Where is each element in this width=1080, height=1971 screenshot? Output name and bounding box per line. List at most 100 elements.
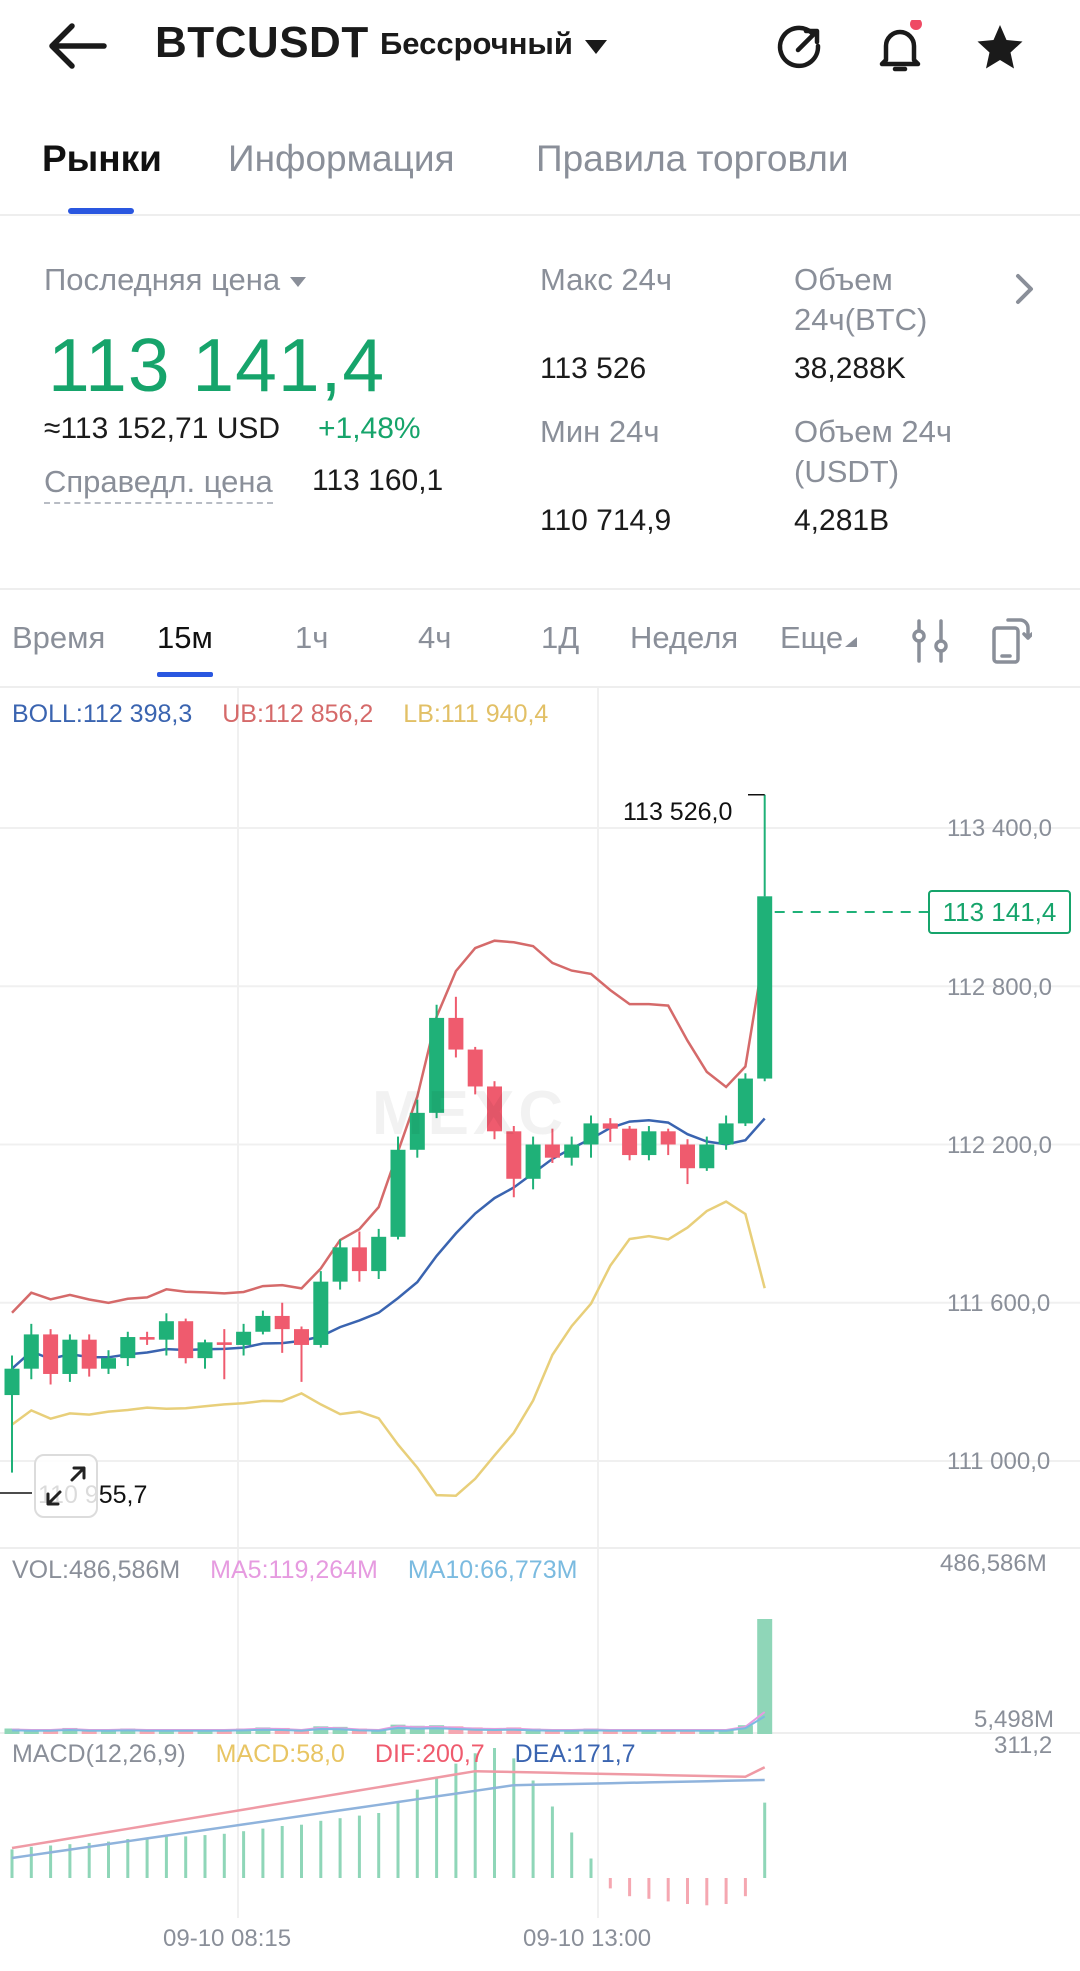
volume-ma10-line xyxy=(11,1715,766,1732)
candle-body xyxy=(525,1144,541,1179)
interval-more[interactable]: Еще xyxy=(780,620,859,656)
candle-body xyxy=(660,1131,676,1145)
candle-body xyxy=(718,1123,734,1145)
interval-selector: Время 15м 1ч 4ч 1Д Неделя Еще xyxy=(0,588,1080,688)
watermark-logo: MEXC xyxy=(372,1079,568,1148)
price-change-percent: +1,48% xyxy=(318,412,421,445)
candle-body xyxy=(101,1358,116,1369)
active-tab-indicator xyxy=(68,208,134,214)
vol-value: VOL:486,586M xyxy=(12,1556,181,1584)
candle-body xyxy=(487,1086,502,1132)
candle-body xyxy=(197,1342,213,1359)
expand-chart-icon[interactable] xyxy=(34,1454,98,1518)
interval-time[interactable]: Время xyxy=(12,620,106,655)
fair-price-label[interactable]: Справедл. цена xyxy=(44,464,273,504)
candle-body xyxy=(236,1331,252,1345)
caret-down-icon[interactable] xyxy=(583,38,609,56)
bell-icon[interactable] xyxy=(872,18,928,76)
ma10-value: MA10:66,773M xyxy=(407,1556,578,1584)
kline-chart[interactable]: MEXC BOLL:112 398,3 UB:112 856,2 LB:111 94… xyxy=(0,688,1080,1971)
interval-1h[interactable]: 1ч xyxy=(295,620,329,655)
candle-body xyxy=(4,1368,20,1396)
candle-body xyxy=(62,1339,78,1374)
candle-body xyxy=(583,1123,599,1145)
candle-body xyxy=(313,1281,329,1345)
candle-body xyxy=(737,1078,753,1124)
candle-body xyxy=(294,1329,309,1345)
ma5-value: MA5:119,264M xyxy=(210,1556,378,1584)
candle-body xyxy=(255,1315,271,1332)
candle-body xyxy=(274,1315,290,1330)
tab-information[interactable]: Информация xyxy=(228,138,455,179)
trading-pair-title[interactable]: BTCUSDT xyxy=(155,18,369,67)
top-bar: BTCUSDT Бессрочный xyxy=(0,0,1080,96)
tab-trading-rules[interactable]: Правила торговли xyxy=(536,138,849,179)
candle-body xyxy=(564,1144,580,1158)
last-price-value: 113 141,4 xyxy=(48,323,386,407)
candle-body xyxy=(351,1247,367,1272)
price-tick: 112 200,0 xyxy=(947,1132,1052,1159)
volume-bar xyxy=(429,1725,445,1734)
interval-1d[interactable]: 1Д xyxy=(541,620,580,655)
volume-bar xyxy=(409,1725,425,1734)
chart-canvas[interactable] xyxy=(0,688,1080,1971)
high-marker-label: 113 526,0 xyxy=(623,798,733,826)
price-tick: 113 400,0 xyxy=(947,815,1052,842)
boll-value: BOLL:112 398,3 xyxy=(12,700,193,728)
price-tick: 111 600,0 xyxy=(947,1290,1051,1317)
tab-markets[interactable]: Рынки xyxy=(42,138,162,179)
volume-usdt-label: Объем 24ч (USDT) xyxy=(794,414,953,489)
contract-type-label[interactable]: Бессрочный xyxy=(380,26,573,61)
high-24h-label: Макс 24ч xyxy=(540,262,673,297)
volume-bar xyxy=(43,1729,59,1734)
candle-body xyxy=(43,1334,59,1374)
boll-indicator-row: BOLL:112 398,3 UB:112 856,2 LB:111 940,4 xyxy=(12,700,578,729)
candle-body xyxy=(448,1017,464,1050)
candle-body xyxy=(429,1017,445,1113)
candle-body xyxy=(81,1339,97,1369)
price-tick: 111 000,0 xyxy=(947,1448,1051,1475)
volume-bar xyxy=(757,1619,773,1734)
share-icon[interactable] xyxy=(772,20,828,76)
volume-ma5-line xyxy=(11,1711,766,1732)
interval-week[interactable]: Неделя xyxy=(630,620,739,655)
macd-dea-line xyxy=(11,1778,765,1860)
candle-body xyxy=(332,1247,348,1282)
volume-bar xyxy=(332,1726,348,1734)
last-price-badge[interactable]: 113 141,4 xyxy=(928,890,1071,934)
high-24h-value: 113 526 xyxy=(540,352,647,385)
candle-body xyxy=(371,1236,387,1272)
candle-body xyxy=(622,1128,638,1156)
screen-rotate-icon[interactable] xyxy=(990,614,1032,666)
caret-down-icon xyxy=(845,637,858,647)
volume-axis-top: 486,586M xyxy=(940,1550,1047,1577)
candle-body xyxy=(158,1321,174,1340)
fair-price-value: 113 160,1 xyxy=(312,464,444,497)
indicator-settings-icon[interactable] xyxy=(910,618,950,664)
boll-upper-band xyxy=(11,939,766,1314)
boll-lb-value: LB:111 940,4 xyxy=(403,700,549,728)
time-label: 09-10 13:00 xyxy=(523,1925,652,1952)
market-stats-panel: Последняя цена 113 141,4 ≈113 152,71 USD… xyxy=(0,232,1080,588)
candle-body xyxy=(602,1123,618,1129)
caret-down-icon xyxy=(289,276,306,287)
candle-body xyxy=(390,1149,406,1237)
volume-axis-bottom: 5,498M xyxy=(974,1706,1055,1733)
macd-dif-line xyxy=(11,1766,766,1850)
page-tabs: Рынки Информация Правила торговли xyxy=(0,130,1080,216)
back-arrow-icon[interactable] xyxy=(44,18,110,74)
low-24h-value: 110 714,9 xyxy=(540,504,672,537)
active-interval-indicator xyxy=(157,672,213,677)
usd-equivalent: ≈113 152,71 USD xyxy=(44,412,281,445)
volume-bar xyxy=(467,1727,483,1734)
last-price-label[interactable]: Последняя цена xyxy=(44,260,307,300)
volume-bar xyxy=(390,1724,406,1734)
time-label: 09-10 08:15 xyxy=(163,1925,292,1952)
macd-params: MACD(12,26,9) xyxy=(12,1740,186,1768)
chevron-right-icon[interactable] xyxy=(1013,272,1037,306)
interval-4h[interactable]: 4ч xyxy=(418,620,452,655)
volume-bar xyxy=(313,1726,329,1734)
star-favorite-icon[interactable] xyxy=(972,20,1028,76)
interval-15m[interactable]: 15м xyxy=(157,620,213,655)
candle-body xyxy=(23,1334,39,1369)
